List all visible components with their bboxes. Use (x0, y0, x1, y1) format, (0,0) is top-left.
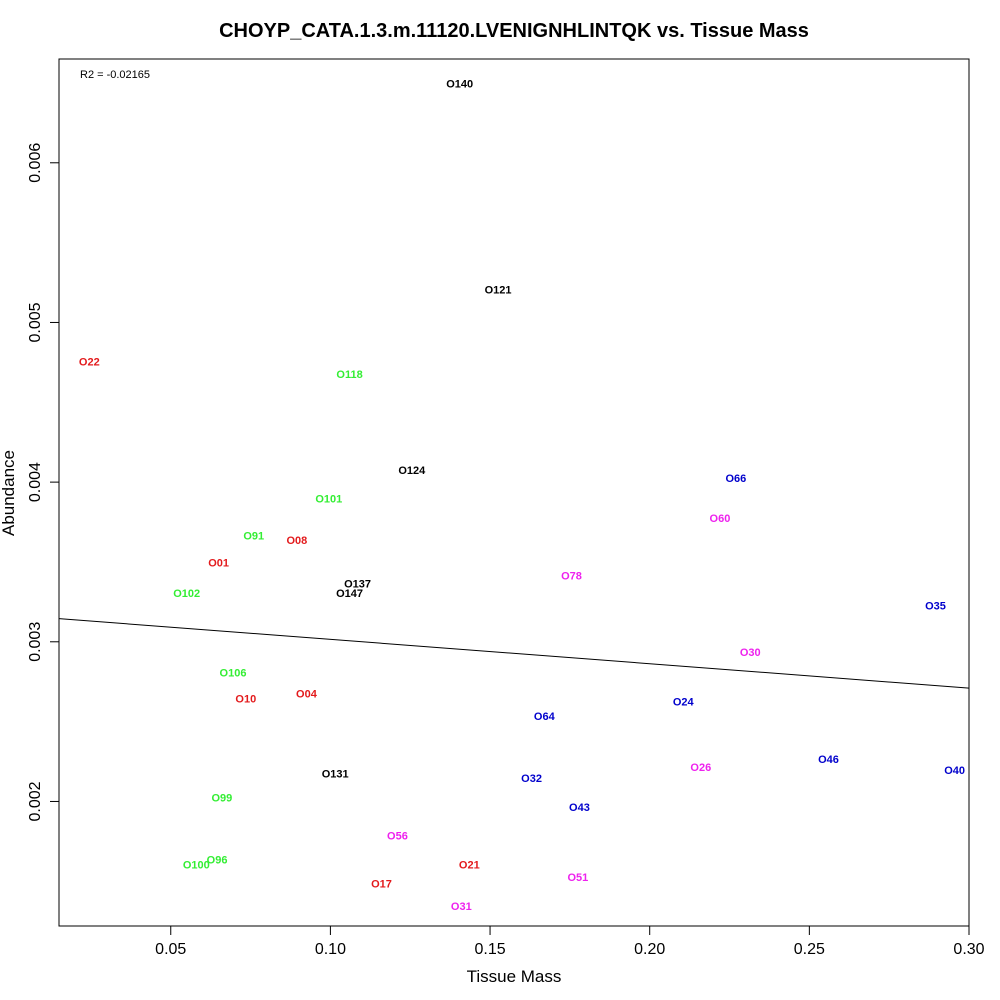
x-tick-label: 0.30 (953, 941, 984, 958)
point-label-o96: O96 (207, 855, 228, 867)
point-label-o21: O21 (459, 859, 480, 871)
point-label-o26: O26 (690, 762, 711, 774)
point-label-o137: O137 (344, 578, 371, 590)
regression-line (58, 618, 970, 689)
point-label-o01: O01 (208, 558, 229, 570)
point-label-o147: O147 (336, 588, 363, 600)
point-label-o40: O40 (944, 765, 965, 777)
x-tick-label: 0.15 (474, 941, 505, 958)
x-axis-label: Tissue Mass (467, 967, 562, 986)
point-label-o140: O140 (446, 79, 473, 91)
y-tick-label: 0.004 (27, 462, 44, 502)
point-label-o51: O51 (567, 872, 588, 884)
point-label-o64: O64 (534, 711, 556, 723)
point-label-o22: O22 (79, 356, 100, 368)
r2-annotation: R2 = -0.02165 (80, 69, 150, 81)
point-label-o131: O131 (322, 768, 349, 780)
data-points: O140 O121 O22 O118 O124 O66 O101 O60 O91 O08 O01 O7… (79, 79, 965, 913)
x-tick-label: 0.25 (794, 941, 825, 958)
y-tick-label: 0.005 (27, 302, 44, 342)
point-label-o118: O118 (336, 369, 362, 381)
point-label-o78: O78 (561, 570, 582, 582)
y-tick-label: 0.006 (27, 143, 44, 183)
point-label-o35: O35 (925, 601, 946, 613)
point-label-o99: O99 (211, 792, 232, 804)
point-label-o24: O24 (673, 696, 695, 708)
point-label-o121: O121 (485, 285, 512, 297)
point-label-o56: O56 (387, 831, 408, 843)
point-label-o124: O124 (398, 465, 426, 477)
point-label-o31: O31 (451, 901, 472, 913)
point-label-o60: O60 (710, 513, 731, 525)
point-label-o08: O08 (286, 535, 307, 547)
plot-area-frame (58, 58, 970, 927)
point-label-o101: O101 (315, 494, 342, 506)
point-label-o91: O91 (243, 530, 264, 542)
point-label-o04: O04 (296, 688, 318, 700)
point-label-o32: O32 (521, 773, 542, 785)
point-label-o46: O46 (818, 754, 839, 766)
x-tick-label: 0.10 (315, 941, 346, 958)
point-label-o30: O30 (740, 647, 761, 659)
point-label-o102: O102 (173, 588, 200, 600)
y-axis: 0.002 0.003 0.004 0.005 0.006 (27, 143, 60, 821)
point-label-o66: O66 (726, 473, 747, 485)
x-tick-label: 0.20 (634, 941, 665, 958)
y-tick-label: 0.003 (27, 622, 44, 662)
chart-title: CHOYP_CATA.1.3.m.11120.LVENIGNHLINTQK vs… (219, 20, 809, 42)
point-label-o106: O106 (220, 668, 247, 680)
point-label-o10: O10 (235, 693, 256, 705)
x-tick-label: 0.05 (155, 941, 186, 958)
point-label-o17: O17 (371, 878, 392, 890)
point-label-o100: O100 (183, 859, 210, 871)
regression-line-group (58, 618, 970, 689)
y-tick-label: 0.002 (27, 781, 44, 821)
point-label-o43: O43 (569, 802, 590, 814)
x-axis: 0.05 0.10 0.15 0.20 0.25 0.30 (155, 925, 985, 958)
y-axis-label: Abundance (0, 450, 18, 536)
